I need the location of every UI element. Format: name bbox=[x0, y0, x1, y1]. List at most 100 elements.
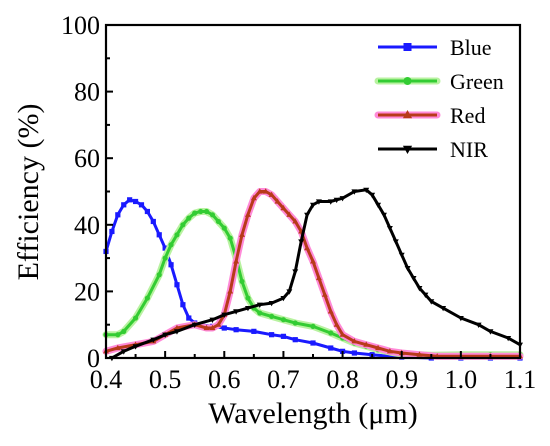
x-tick-label: 1.0 bbox=[445, 365, 478, 394]
data-point-red bbox=[233, 258, 240, 264]
data-point-nir bbox=[256, 302, 263, 308]
y-tick-label: 0 bbox=[87, 344, 100, 373]
data-point-green bbox=[221, 225, 227, 231]
data-point-red bbox=[333, 321, 340, 327]
data-point-blue bbox=[156, 232, 162, 238]
data-point-nir bbox=[333, 197, 340, 204]
data-point-nir bbox=[132, 344, 139, 350]
data-point-red bbox=[114, 344, 121, 351]
legend-item-blue: Blue bbox=[378, 35, 492, 60]
data-point-nir bbox=[292, 269, 299, 275]
data-point-blue bbox=[186, 315, 192, 321]
data-point-nir bbox=[339, 196, 346, 202]
data-point-red bbox=[173, 324, 180, 331]
data-point-green bbox=[227, 235, 233, 241]
data-point-green bbox=[115, 332, 121, 338]
data-point-blue bbox=[115, 212, 121, 218]
data-point-red bbox=[304, 244, 311, 251]
data-point-red bbox=[209, 324, 216, 331]
legend-marker bbox=[403, 43, 412, 51]
data-point-red bbox=[215, 321, 222, 327]
data-point-blue bbox=[387, 353, 393, 359]
data-point-blue bbox=[109, 228, 115, 235]
data-point-red bbox=[250, 194, 257, 201]
x-axis-title: Wavelength (μm) bbox=[208, 397, 417, 430]
data-point-nir bbox=[475, 322, 482, 328]
data-point-blue bbox=[221, 325, 227, 331]
data-point-green bbox=[192, 210, 198, 216]
data-point-nir bbox=[162, 332, 169, 338]
data-point-blue bbox=[310, 340, 316, 346]
data-point-blue bbox=[180, 302, 186, 308]
data-point-red bbox=[280, 204, 287, 211]
data-point-green bbox=[257, 310, 263, 316]
y-tick-label: 100 bbox=[61, 11, 100, 40]
data-point-nir bbox=[404, 266, 411, 272]
data-point-nir bbox=[457, 315, 464, 322]
data-point-blue bbox=[144, 208, 150, 215]
legend-marker bbox=[402, 110, 413, 119]
data-point-red bbox=[315, 274, 322, 281]
data-point-blue bbox=[138, 202, 145, 208]
data-point-nir bbox=[286, 289, 293, 295]
data-point-red bbox=[244, 211, 251, 217]
x-tick-label: 1.1 bbox=[504, 365, 537, 394]
data-point-red bbox=[274, 198, 281, 204]
y-axis-title: Efficiency (%) bbox=[12, 104, 45, 281]
legend-marker bbox=[402, 145, 413, 154]
data-point-blue bbox=[233, 327, 239, 333]
x-tick-label: 0.4 bbox=[90, 365, 123, 394]
legend-label: NIR bbox=[450, 137, 488, 162]
legend-label: Blue bbox=[450, 35, 492, 60]
data-point-green bbox=[215, 218, 221, 225]
data-point-nir bbox=[280, 295, 287, 302]
data-point-nir bbox=[150, 337, 157, 343]
data-point-red bbox=[286, 211, 293, 217]
data-point-green bbox=[292, 320, 298, 326]
data-point-red bbox=[268, 191, 275, 197]
data-point-green bbox=[198, 208, 204, 215]
legend: Blue Green Red NIR bbox=[374, 35, 504, 162]
data-point-green bbox=[209, 212, 216, 218]
data-point-green bbox=[203, 208, 210, 215]
x-tick-label: 0.7 bbox=[267, 365, 300, 394]
data-point-green bbox=[328, 330, 334, 336]
data-point-nir bbox=[268, 300, 275, 307]
data-point-nir bbox=[120, 349, 127, 355]
data-point-nir bbox=[244, 305, 251, 312]
data-point-green bbox=[180, 222, 186, 228]
data-point-nir bbox=[428, 299, 435, 305]
x-tick-label: 0.6 bbox=[208, 365, 241, 394]
data-point-nir bbox=[233, 309, 240, 315]
data-point-blue bbox=[328, 345, 334, 351]
data-point-nir bbox=[505, 335, 512, 342]
legend-label: Red bbox=[450, 103, 485, 128]
data-point-nir bbox=[304, 212, 311, 219]
data-point-blue bbox=[174, 282, 180, 288]
data-point-nir bbox=[327, 199, 334, 205]
data-point-green bbox=[174, 232, 180, 238]
data-point-green bbox=[239, 278, 245, 285]
data-point-blue bbox=[150, 218, 156, 225]
data-point-nir bbox=[298, 239, 305, 245]
data-point-green bbox=[245, 295, 251, 301]
data-point-nir bbox=[422, 292, 429, 298]
data-point-red bbox=[327, 308, 334, 314]
data-point-nir bbox=[487, 329, 494, 335]
legend-item-red: Red bbox=[374, 103, 485, 128]
y-tick-label: 80 bbox=[74, 78, 100, 107]
data-point-red bbox=[203, 324, 210, 331]
data-point-blue bbox=[132, 198, 139, 205]
data-point-green bbox=[121, 328, 127, 334]
data-point-nir bbox=[310, 202, 316, 209]
data-point-nir bbox=[363, 187, 370, 194]
tick-layer: 0.4 0.5 0.6 0.7 0.8 0.9 1.0 1.1 0 20 40 60 80 100 bbox=[61, 11, 536, 394]
data-point-blue bbox=[251, 328, 257, 334]
data-point-nir bbox=[398, 252, 405, 259]
data-point-green bbox=[269, 313, 275, 319]
x-tick-label: 0.9 bbox=[385, 365, 418, 394]
data-point-green bbox=[280, 317, 287, 323]
x-tick-label: 0.5 bbox=[149, 365, 182, 394]
data-point-red bbox=[375, 344, 382, 351]
data-point-blue bbox=[351, 350, 357, 356]
